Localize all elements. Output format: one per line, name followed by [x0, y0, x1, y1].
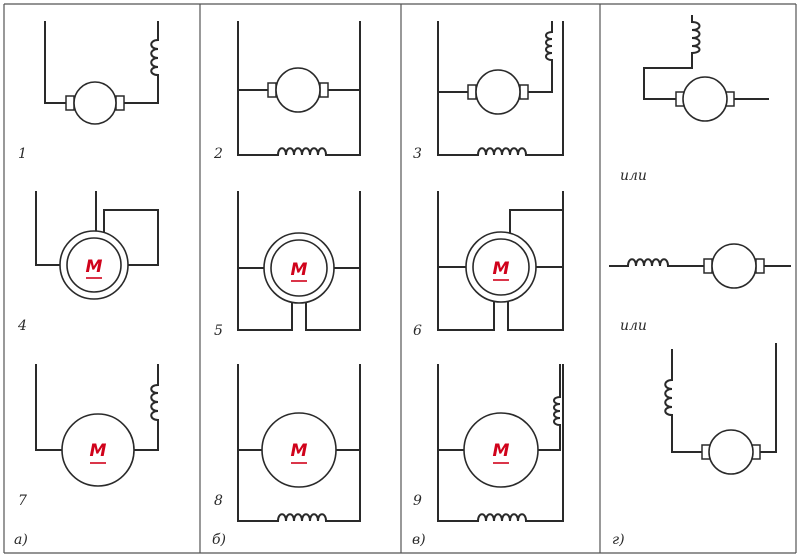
schematic-number: 2	[213, 146, 223, 162]
alt-symbol-1	[643, 15, 769, 122]
motor-inner	[472, 238, 530, 296]
schematic-6: М 6	[413, 191, 564, 339]
coil	[626, 258, 670, 268]
armature	[708, 429, 754, 475]
armature	[711, 243, 757, 289]
schematic-number: 1	[18, 146, 27, 162]
motor-label: М	[86, 257, 103, 277]
or-separator-1: или	[620, 168, 647, 184]
panel-label-v: в)	[412, 532, 426, 548]
schematic-number: 7	[18, 493, 27, 509]
motor-inner	[66, 237, 122, 293]
schematic-number: 6	[413, 323, 422, 339]
armature	[73, 81, 117, 125]
schematic-2: 2	[213, 21, 361, 162]
armature	[275, 67, 321, 113]
field-coil	[476, 513, 528, 523]
motor	[261, 412, 337, 488]
panel-borders	[3, 3, 797, 554]
motor-inner	[270, 239, 328, 297]
armature	[682, 76, 728, 122]
motor	[463, 412, 539, 488]
motor-label: М	[291, 441, 308, 461]
series-coil	[545, 30, 554, 62]
field-coil	[150, 38, 160, 77]
motor-label: М	[493, 441, 510, 461]
schematic-8: М 8	[214, 364, 361, 523]
series-coil	[553, 395, 562, 427]
or-separator-2: или	[620, 318, 647, 334]
field-coil	[476, 147, 528, 157]
schematic-number: 9	[413, 493, 422, 509]
schematic-1: 1	[18, 21, 160, 162]
schematic-number: 5	[214, 323, 223, 339]
field-coil	[276, 513, 328, 523]
motor-label: М	[493, 259, 510, 279]
panel-label-b: б)	[212, 532, 226, 548]
schematic-number: 3	[413, 146, 422, 162]
schematic-9: М 9	[413, 364, 564, 523]
schematic-3: 3	[413, 21, 564, 162]
alt-symbol-2	[609, 243, 791, 289]
panel-label-a: а)	[14, 532, 28, 548]
panel-label-g: г)	[612, 532, 625, 548]
schematic-5: М 5	[214, 191, 361, 339]
motor-label: М	[90, 441, 107, 461]
field-coil	[150, 383, 160, 422]
coil	[664, 378, 674, 417]
schematic-7: М 7	[18, 364, 160, 509]
schematic-number: 8	[214, 493, 223, 509]
motor	[61, 413, 135, 487]
schematic-number: 4	[17, 318, 27, 334]
armature	[475, 69, 521, 115]
field-coil	[276, 147, 328, 157]
alt-symbol-3	[664, 343, 777, 475]
motor-label: М	[291, 260, 308, 280]
coil	[690, 20, 701, 55]
schematic-4: М 4	[17, 191, 159, 334]
